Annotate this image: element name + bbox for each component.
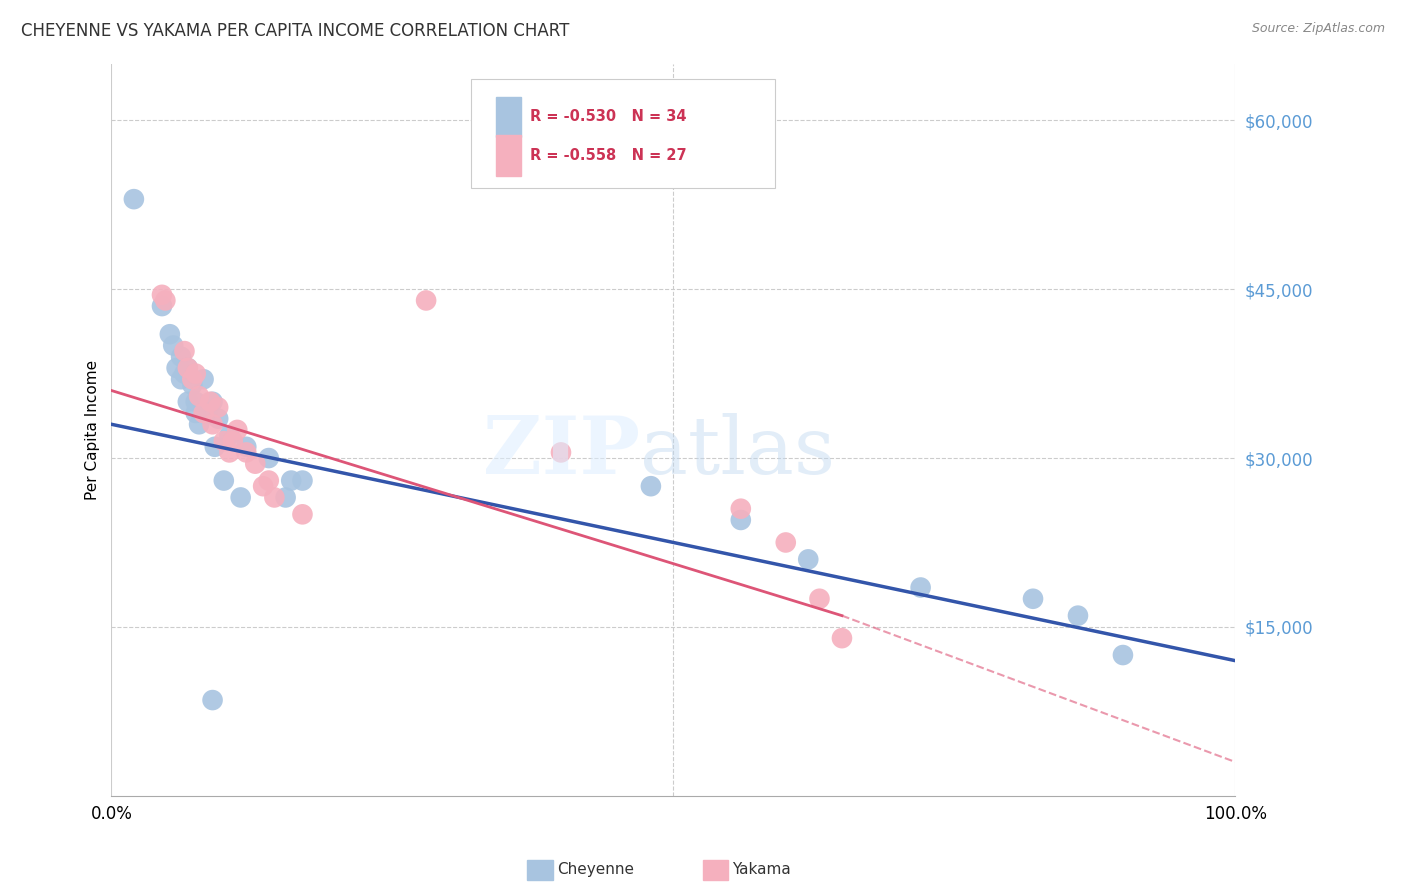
- Point: [181, 377, 204, 392]
- Point: [177, 361, 200, 376]
- Point: [159, 327, 181, 342]
- Point: [188, 417, 211, 432]
- Point: [730, 501, 752, 516]
- Point: [184, 394, 207, 409]
- Point: [173, 344, 195, 359]
- Point: [1112, 648, 1135, 662]
- Point: [162, 338, 184, 352]
- Point: [1022, 591, 1045, 606]
- Point: [291, 508, 314, 522]
- Point: [640, 479, 662, 493]
- Text: R = -0.530   N = 34: R = -0.530 N = 34: [530, 109, 686, 124]
- Text: atlas: atlas: [640, 413, 835, 491]
- Point: [245, 457, 267, 471]
- Point: [212, 474, 235, 488]
- Bar: [496, 136, 520, 176]
- Point: [218, 445, 240, 459]
- Point: [257, 474, 280, 488]
- Point: [226, 423, 249, 437]
- Bar: [496, 96, 520, 136]
- Point: [200, 394, 222, 409]
- Point: [550, 445, 572, 459]
- Point: [415, 293, 437, 308]
- Point: [170, 372, 193, 386]
- Point: [201, 394, 224, 409]
- Text: Yakama: Yakama: [733, 863, 792, 877]
- Point: [207, 411, 229, 425]
- Point: [274, 491, 297, 505]
- Point: [170, 350, 193, 364]
- Point: [204, 440, 226, 454]
- Point: [808, 591, 831, 606]
- Point: [184, 367, 207, 381]
- Point: [184, 406, 207, 420]
- FancyBboxPatch shape: [471, 78, 775, 188]
- Point: [235, 440, 257, 454]
- Point: [122, 192, 145, 206]
- Point: [797, 552, 820, 566]
- Point: [188, 389, 211, 403]
- Point: [235, 445, 257, 459]
- Point: [212, 434, 235, 449]
- Y-axis label: Per Capita Income: Per Capita Income: [86, 359, 100, 500]
- Point: [150, 299, 173, 313]
- Point: [252, 479, 274, 493]
- Point: [193, 372, 215, 386]
- Text: Cheyenne: Cheyenne: [557, 863, 634, 877]
- Point: [201, 693, 224, 707]
- Point: [195, 406, 218, 420]
- Point: [910, 581, 932, 595]
- Point: [181, 372, 204, 386]
- Point: [193, 406, 215, 420]
- Point: [218, 428, 240, 442]
- Point: [229, 491, 252, 505]
- Point: [263, 491, 285, 505]
- Point: [173, 367, 195, 381]
- Point: [1067, 608, 1090, 623]
- Text: ZIP: ZIP: [482, 413, 640, 491]
- Point: [155, 293, 177, 308]
- Text: Source: ZipAtlas.com: Source: ZipAtlas.com: [1251, 22, 1385, 36]
- Text: R = -0.558   N = 27: R = -0.558 N = 27: [530, 148, 686, 163]
- Point: [201, 417, 224, 432]
- Point: [831, 631, 853, 645]
- Point: [177, 361, 200, 376]
- Point: [730, 513, 752, 527]
- Point: [166, 361, 188, 376]
- Point: [291, 474, 314, 488]
- Point: [222, 434, 245, 449]
- Point: [775, 535, 797, 549]
- Point: [150, 288, 173, 302]
- Point: [280, 474, 302, 488]
- Point: [257, 451, 280, 466]
- Text: CHEYENNE VS YAKAMA PER CAPITA INCOME CORRELATION CHART: CHEYENNE VS YAKAMA PER CAPITA INCOME COR…: [21, 22, 569, 40]
- Point: [207, 401, 229, 415]
- Point: [177, 394, 200, 409]
